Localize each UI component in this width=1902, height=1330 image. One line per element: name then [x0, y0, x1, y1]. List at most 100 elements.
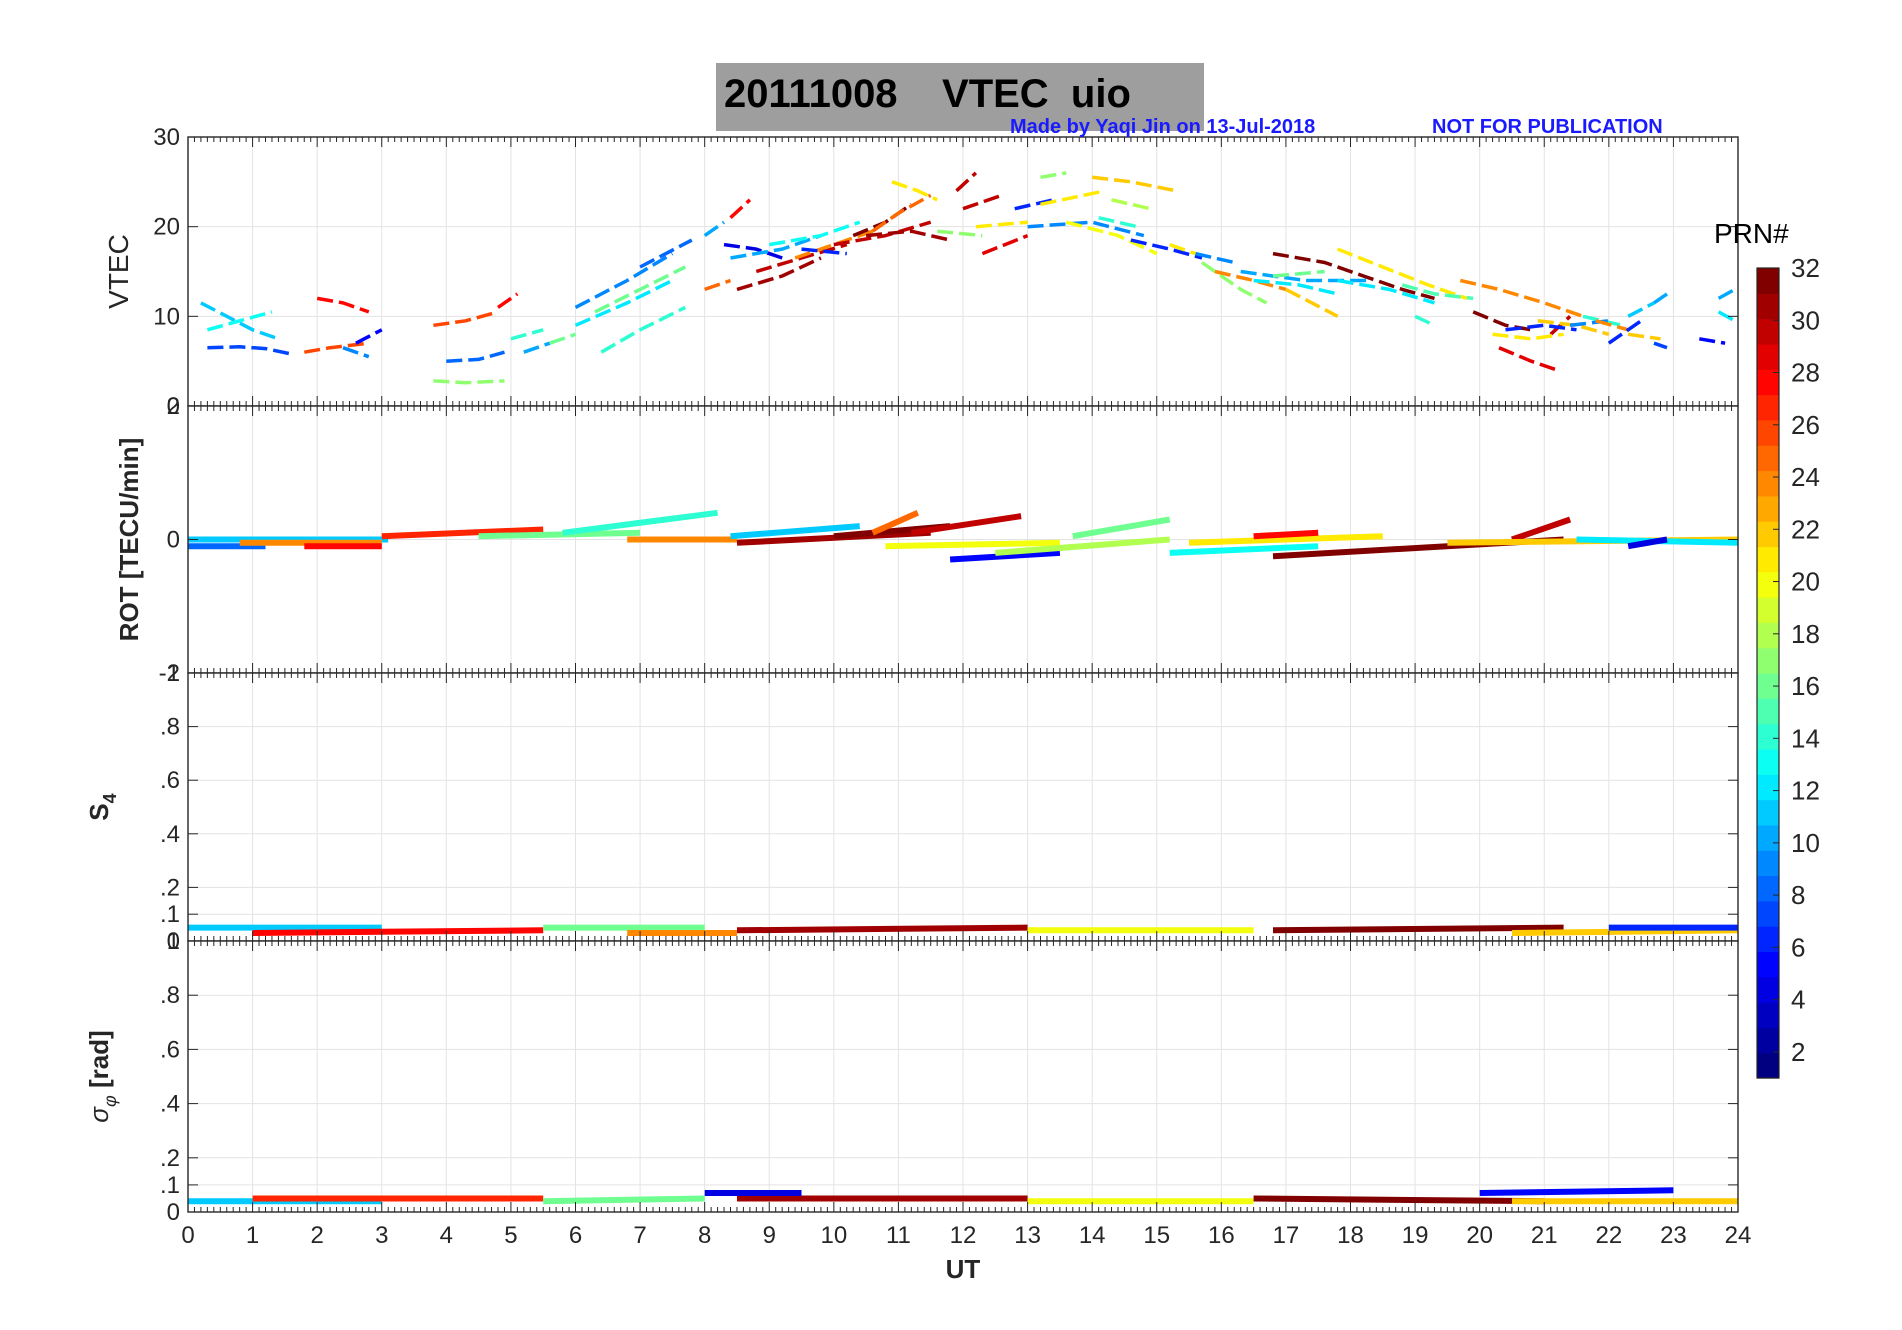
series-prn-14 [1098, 215, 1138, 229]
series-prn-5 [355, 328, 383, 345]
y-tick-label: 0 [167, 527, 180, 554]
y-tick-label: 10 [153, 303, 180, 330]
colorbar-segment [1757, 394, 1779, 421]
series-prn-10 [730, 233, 822, 260]
colorbar-segment [1757, 1002, 1779, 1028]
series-prn-22 [1511, 927, 1739, 936]
series-prn-31 [736, 924, 1028, 934]
series-prn-14 [510, 328, 544, 341]
series-prn-24 [1595, 319, 1629, 332]
y-axis-label: ROT [TECU/min] [114, 438, 144, 642]
series-prn-8 [446, 350, 505, 363]
x-tick-label: 16 [1208, 1222, 1235, 1249]
series-prn-20 [1065, 220, 1158, 256]
series-prn-9 [574, 252, 674, 309]
series-prn-30 [962, 193, 1003, 211]
colorbar-segment [1757, 1027, 1779, 1054]
series-prn-30 [755, 242, 848, 274]
y-tick-label: 0 [167, 393, 180, 420]
series-prn-6 [1607, 319, 1643, 345]
y-tick-label: .2 [160, 874, 180, 901]
y-tick-label: .6 [160, 1036, 180, 1063]
series-prn-10 [523, 341, 551, 354]
series-prn-5 [1479, 1187, 1674, 1196]
series-prn-21 [891, 180, 938, 202]
x-tick-label: 3 [375, 1222, 388, 1249]
x-tick-label: 8 [698, 1222, 711, 1249]
x-tick-label: 7 [633, 1222, 646, 1249]
series-prn-28 [1253, 529, 1319, 540]
series-prn-10 [1653, 292, 1668, 305]
x-tick-label: 22 [1595, 1222, 1622, 1249]
series-prn-17 [937, 229, 983, 238]
y-tick-label: 0 [167, 928, 180, 955]
series-prn-21 [1040, 189, 1106, 207]
colorbar-segment [1757, 976, 1779, 1003]
series-prn-18 [995, 536, 1170, 556]
colorbar-segment [1757, 824, 1779, 851]
colorbar-segment [1757, 748, 1779, 775]
y-tick-label: -2 [159, 660, 180, 687]
credit-author: Made by Yaqi Jin on 13-Jul-2018 [1010, 116, 1316, 138]
series-prn-21 [1492, 332, 1564, 341]
series-prn-26 [303, 341, 370, 354]
series-prn-11 [200, 301, 279, 341]
series-prn-12 [1337, 278, 1436, 305]
series-prn-25 [704, 278, 732, 292]
series-prn-16 [1272, 269, 1325, 278]
series-prn-32 [1472, 310, 1532, 332]
colorbar-tick-label: 18 [1791, 619, 1820, 649]
colorbar-segment [1757, 698, 1779, 725]
x-tick-label: 18 [1337, 1222, 1364, 1249]
series-prn-21 [975, 220, 1028, 229]
y-tick-label: 20 [153, 214, 180, 241]
x-tick-label: 10 [820, 1222, 847, 1249]
series-prn-16 [543, 1195, 705, 1205]
colorbar-tick-label: 30 [1791, 305, 1820, 335]
colorbar-segment [1757, 369, 1779, 396]
series-prn-24 [794, 229, 874, 260]
series-prn-14 [1582, 314, 1623, 328]
credit-notice: NOT FOR PUBLICATION [1432, 116, 1663, 138]
colorbar-tick-label: 12 [1791, 776, 1820, 806]
series-prn-14 [1414, 314, 1436, 327]
x-tick-label: 15 [1143, 1222, 1170, 1249]
colorbar-segment [1757, 673, 1779, 699]
y-tick-label: .8 [160, 714, 180, 741]
series-prn-28 [729, 198, 752, 219]
colorbar-tick-label: 26 [1791, 410, 1820, 440]
series-prn-5 [1699, 337, 1726, 345]
series-prn-25 [871, 510, 920, 536]
chart-title: 20111008 VTEC uio [724, 72, 1131, 116]
colorbar-segment [1757, 343, 1779, 370]
series-prn-14 [600, 305, 687, 354]
y-tick-label: .6 [160, 767, 180, 794]
colorbar-segment [1757, 875, 1779, 902]
colorbar-tick-label: 4 [1791, 985, 1805, 1015]
colorbar-segment [1757, 951, 1779, 978]
y-tick-label: .1 [160, 901, 180, 928]
colorbar-segment [1757, 597, 1779, 623]
x-tick-label: 1 [246, 1222, 259, 1249]
series-prn-9 [1027, 220, 1145, 238]
x-tick-label: 6 [569, 1222, 582, 1249]
series-prn-6 [801, 247, 847, 256]
colorbar-frame [1756, 267, 1780, 1079]
series-prn-16 [1072, 516, 1171, 540]
x-tick-label: 4 [440, 1222, 453, 1249]
colorbar-segment [1757, 268, 1779, 294]
series-prn-4 [723, 242, 783, 260]
colorbar-tick-label: 10 [1791, 828, 1820, 858]
y-tick-label: 1 [167, 660, 180, 687]
colorbar-tick-label: 16 [1791, 671, 1820, 701]
colorbar-segment [1757, 419, 1779, 446]
x-tick-label: 0 [181, 1222, 194, 1249]
series-prn-8 [639, 238, 693, 269]
series-prn-32 [1272, 251, 1435, 301]
series-prn-7 [1653, 341, 1668, 350]
series-prn-11 [1627, 301, 1655, 318]
series-prn-30 [910, 513, 1022, 536]
